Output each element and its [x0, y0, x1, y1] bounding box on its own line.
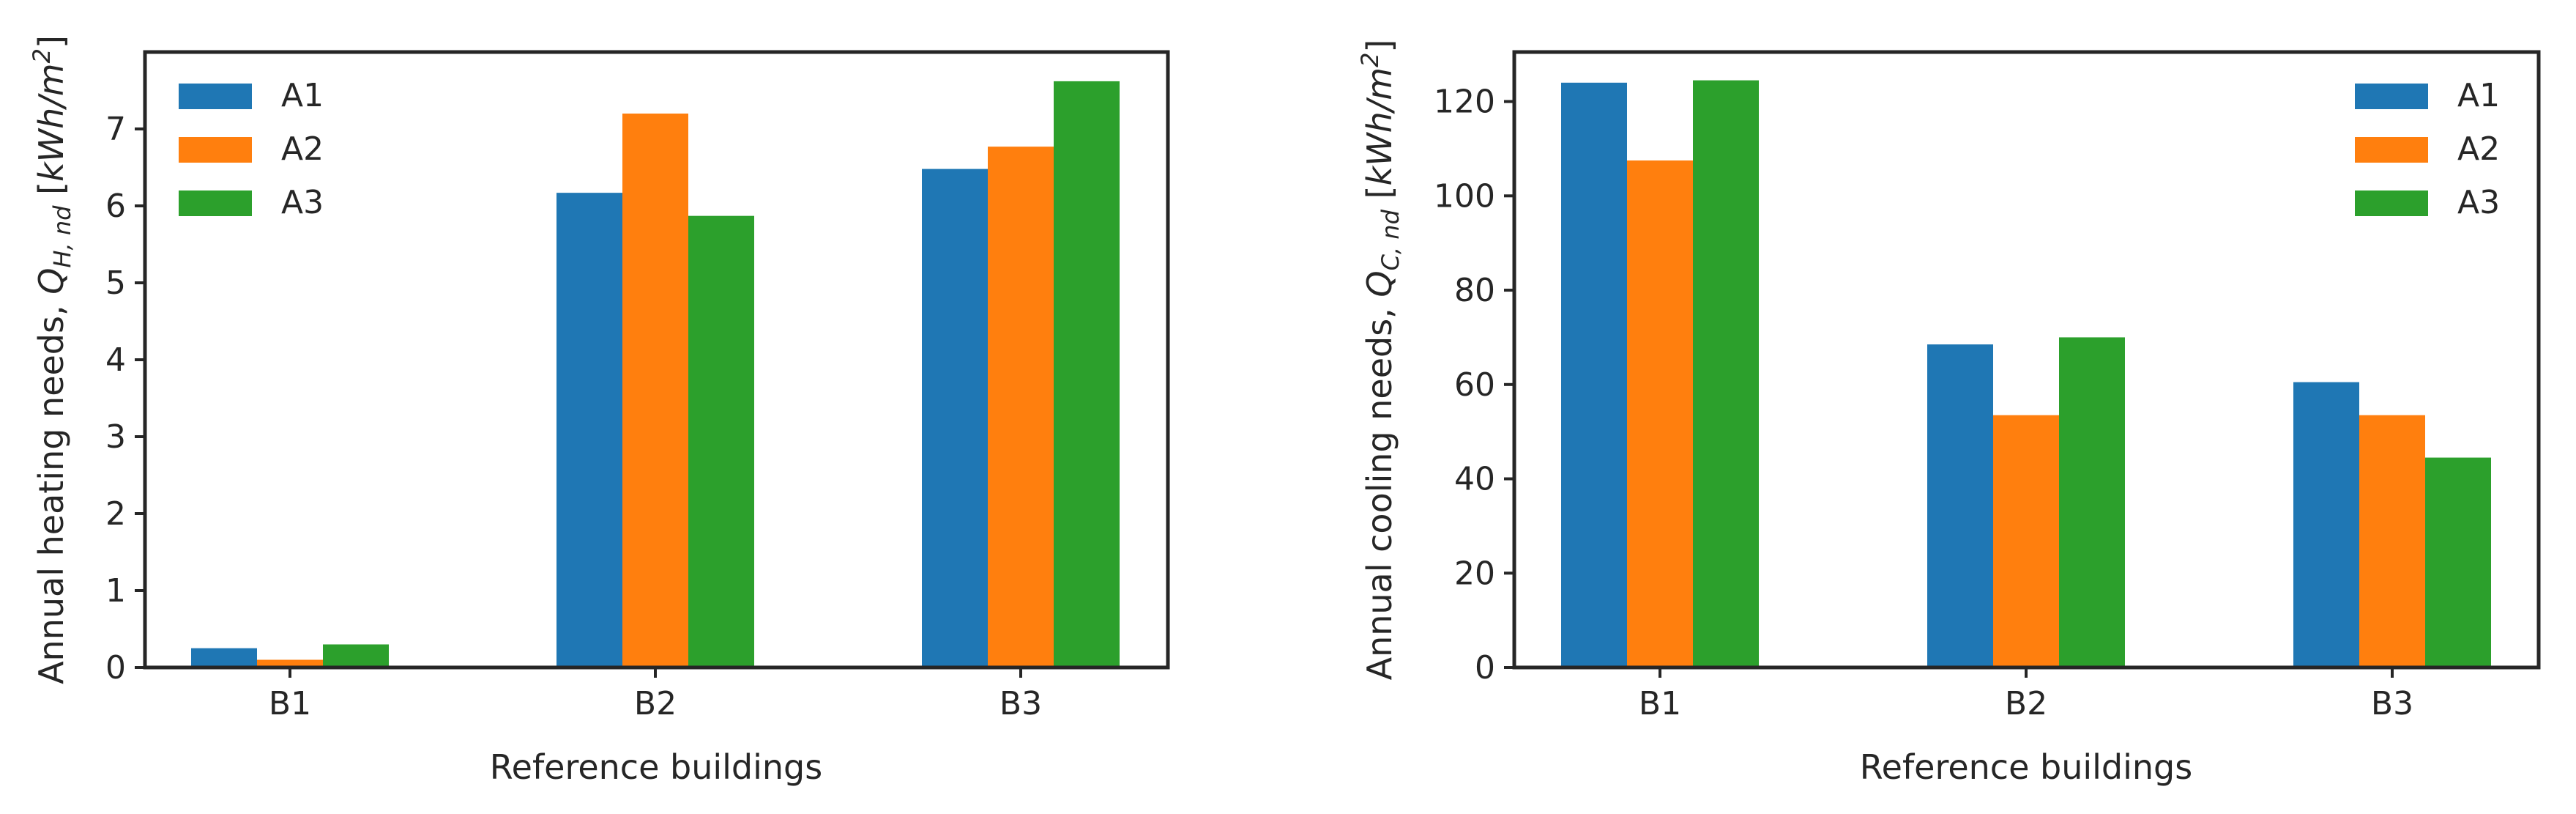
x-tick-label: B1	[1639, 685, 1681, 722]
x-tick-label: B1	[269, 685, 311, 722]
legend-swatch-A2	[2355, 137, 2428, 163]
heating-y-axis-label: Annual heating needs, QH, nd [kWh/m2]	[28, 35, 76, 684]
legend-swatch-A2	[179, 137, 252, 163]
y-tick-label: 1	[105, 572, 126, 610]
heating-x-axis-label: Reference buildings	[490, 747, 822, 787]
x-tick-label: B3	[999, 685, 1042, 722]
x-tick-label: B2	[2005, 685, 2047, 722]
bar-A2-B3	[988, 147, 1054, 667]
bar-A3-B2	[688, 215, 754, 667]
legend-label-A3: A3	[2457, 184, 2500, 221]
heating-chart: 0 1 2 3 4 5 6 7 B1 B2 B3 Reference buildings Annu…	[28, 35, 1170, 787]
y-tick-label: 6	[105, 188, 126, 225]
y-tick-label: 0	[1475, 649, 1495, 687]
bar-A1-B3	[2293, 382, 2359, 667]
legend-swatch-A1	[2355, 84, 2428, 109]
legend-label-A1: A1	[2457, 77, 2500, 114]
bar-A1-B3	[922, 169, 988, 668]
heating-bars	[191, 81, 1120, 668]
bar-A3-B2	[2059, 337, 2125, 667]
y-tick-label: 60	[1454, 366, 1495, 404]
legend-label-A2: A2	[281, 130, 324, 168]
heating-legend: A1 A2 A3	[179, 77, 324, 221]
bar-A1-B1	[1561, 82, 1627, 667]
bar-A3-B1	[323, 644, 389, 667]
bar-A3-B1	[1693, 80, 1759, 668]
bar-A2-B1	[1627, 160, 1693, 668]
cooling-y-ticks: 0 20 40 60 80 100 120	[1434, 84, 1514, 687]
heating-y-ticks: 0 1 2 3 4 5 6 7	[105, 111, 145, 687]
bar-A3-B3	[1054, 81, 1120, 667]
cooling-x-ticks: B1 B2 B3	[1639, 667, 2413, 722]
bar-A2-B3	[2359, 415, 2425, 667]
cooling-chart: 0 20 40 60 80 100 120 B1 B2 B3 Reference buildin…	[1356, 40, 2541, 787]
bar-A2-B2	[622, 114, 688, 667]
y-tick-label: 0	[105, 649, 126, 687]
y-tick-label: 2	[105, 495, 126, 533]
y-tick-label: 120	[1434, 84, 1495, 121]
y-tick-label: 40	[1454, 461, 1495, 498]
y-tick-label: 100	[1434, 177, 1495, 215]
bar-A2-B1	[257, 659, 323, 667]
heating-x-ticks: B1 B2 B3	[269, 667, 1042, 722]
y-tick-label: 80	[1454, 272, 1495, 309]
bar-A2-B2	[1993, 415, 2059, 667]
y-tick-label: 7	[105, 111, 126, 148]
x-tick-label: B2	[634, 685, 677, 722]
bar-A1-B2	[1927, 344, 1993, 667]
y-tick-label: 5	[105, 264, 126, 302]
legend-swatch-A3	[179, 190, 252, 216]
cooling-bars	[1561, 80, 2491, 668]
y-tick-label: 4	[105, 341, 126, 379]
cooling-y-axis-label: Annual cooling needs, QC, nd [kWh/m2]	[1356, 40, 1404, 681]
y-tick-label: 20	[1454, 555, 1495, 592]
legend-label-A3: A3	[281, 184, 324, 221]
bar-A3-B3	[2425, 457, 2491, 667]
bar-A1-B1	[191, 648, 257, 667]
y-tick-label: 3	[105, 418, 126, 456]
legend-swatch-A3	[2355, 190, 2428, 216]
legend-label-A1: A1	[281, 77, 324, 114]
x-tick-label: B3	[2371, 685, 2413, 722]
cooling-legend: A1 A2 A3	[2355, 77, 2500, 221]
cooling-x-axis-label: Reference buildings	[1860, 747, 2192, 787]
bar-A1-B2	[556, 193, 622, 667]
legend-label-A2: A2	[2457, 130, 2500, 168]
legend-swatch-A1	[179, 84, 252, 109]
